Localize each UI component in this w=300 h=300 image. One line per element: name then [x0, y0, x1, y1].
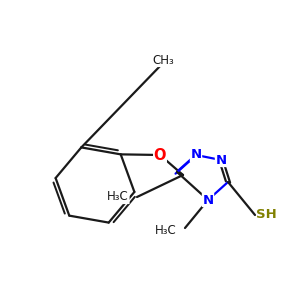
Text: N: N	[190, 148, 202, 161]
Text: CH₃: CH₃	[152, 53, 174, 67]
Text: N: N	[215, 154, 226, 166]
Text: O: O	[154, 148, 166, 163]
Text: N: N	[202, 194, 214, 206]
Text: H₃C: H₃C	[107, 190, 129, 203]
Text: H₃C: H₃C	[155, 224, 177, 236]
Text: SH: SH	[256, 208, 277, 221]
